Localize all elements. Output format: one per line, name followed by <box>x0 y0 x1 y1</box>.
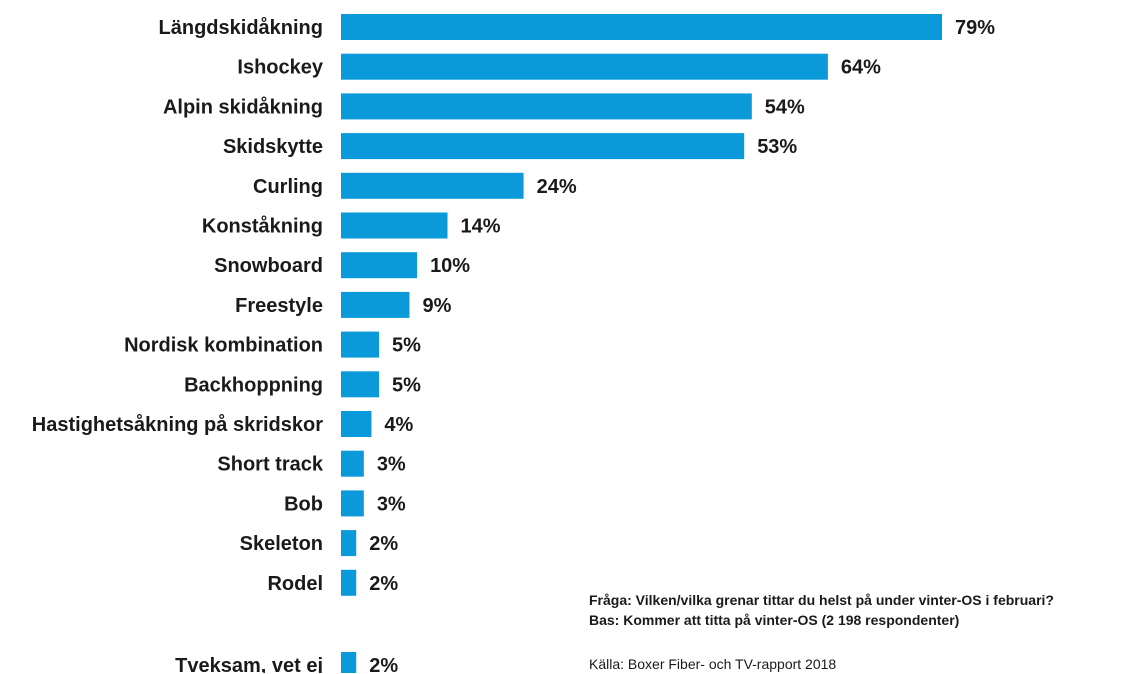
bar <box>341 172 524 199</box>
category-label: Backhoppning <box>184 374 323 396</box>
category-label: Skidskytte <box>223 136 323 158</box>
category-label: Short track <box>217 454 323 476</box>
value-label: 2% <box>369 573 398 595</box>
bar <box>341 133 745 160</box>
bar <box>341 652 357 673</box>
value-label: 5% <box>392 335 421 357</box>
value-label: 3% <box>377 454 406 476</box>
category-label: Längdskidåkning <box>159 16 323 39</box>
bar <box>341 93 752 120</box>
category-label: Konståkning <box>202 215 323 238</box>
category-label: Skeleton <box>240 533 323 555</box>
source-note: Källa: Boxer Fiber- och TV-rapport 2018 <box>589 656 837 672</box>
bar <box>341 53 828 80</box>
value-label: 9% <box>422 295 451 317</box>
bar <box>341 450 364 477</box>
value-label: 54% <box>765 96 805 118</box>
base-note: Bas: Kommer att titta på vinter-OS (2 19… <box>589 612 960 628</box>
category-label: Alpin skidåkning <box>163 95 323 118</box>
question-note: Fråga: Vilken/vilka grenar tittar du hel… <box>589 592 1054 608</box>
category-label: Bob <box>284 493 323 515</box>
category-label: Ishockey <box>237 57 323 79</box>
category-label: Curling <box>253 176 323 198</box>
value-label: 79% <box>955 17 995 39</box>
chart-notes: Fråga: Vilken/vilka grenar tittar du hel… <box>589 590 1054 674</box>
bar <box>341 490 364 517</box>
category-label: Freestyle <box>235 295 323 317</box>
value-label: 4% <box>384 414 413 436</box>
value-label: 2% <box>369 655 398 673</box>
category-label: Nordisk kombination <box>124 335 323 357</box>
bar <box>341 569 357 596</box>
value-label: 3% <box>377 493 406 515</box>
category-label: Tveksam, vet ej <box>175 655 323 673</box>
category-label: Hastighetsåkning på skridskor <box>32 413 323 436</box>
value-label: 5% <box>392 374 421 396</box>
bar <box>341 530 357 557</box>
bar <box>341 371 380 398</box>
bar <box>341 291 410 318</box>
category-label: Snowboard <box>214 255 323 277</box>
category-label: Rodel <box>267 573 323 595</box>
value-label: 2% <box>369 533 398 555</box>
bar <box>341 331 380 358</box>
bar <box>341 212 448 239</box>
value-label: 10% <box>430 255 470 277</box>
value-label: 64% <box>841 57 881 79</box>
bar <box>341 252 418 279</box>
bar <box>341 411 372 437</box>
value-label: 53% <box>757 136 797 158</box>
value-label: 14% <box>461 216 501 238</box>
value-label: 24% <box>537 176 577 198</box>
bar <box>341 14 942 40</box>
